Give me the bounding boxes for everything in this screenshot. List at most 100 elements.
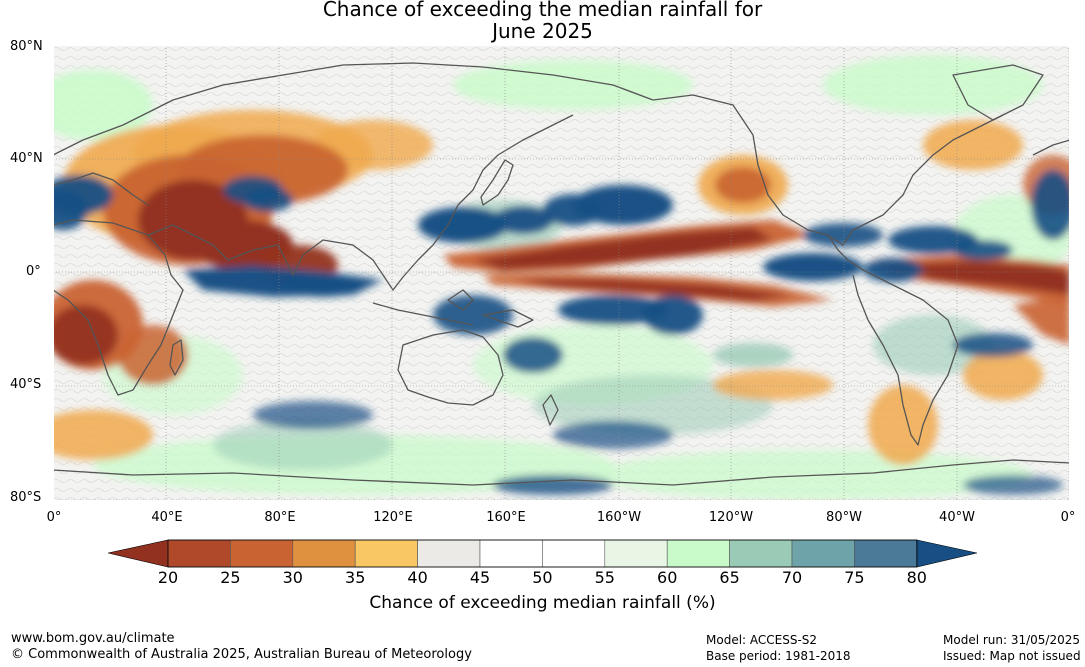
- probability-region: [513, 279, 793, 301]
- footer-issued: Issued: Map not issued: [943, 649, 1081, 663]
- probability-region: [543, 194, 603, 226]
- map-title-line1: Chance of exceeding the median rainfall …: [322, 0, 763, 21]
- lon-label-160w: 160°W: [596, 510, 642, 525]
- colorbar-tick-label: 75: [844, 568, 865, 587]
- island-new-zealand: [542, 394, 559, 426]
- colorbar-segment: [729, 539, 793, 568]
- colorbar-segment: [292, 539, 356, 568]
- probability-region: [893, 261, 1070, 295]
- colorbar-tick-label: 25: [220, 568, 241, 587]
- coast-europe-west: [1032, 139, 1070, 156]
- footer-copyright: © Commonwealth of Australia 2025, Austra…: [11, 647, 472, 662]
- probability-fields: [53, 55, 1070, 500]
- probability-region: [553, 421, 673, 449]
- colorbar-tick-label: 40: [407, 568, 428, 587]
- continent-australia: [397, 329, 504, 406]
- islands-indonesia: [372, 302, 474, 326]
- probability-region: [953, 240, 1013, 260]
- probability-region: [253, 401, 373, 429]
- probability-region: [243, 188, 293, 212]
- probability-region: [713, 370, 833, 400]
- probability-region: [558, 295, 668, 325]
- coast-mediterranean: [53, 172, 149, 206]
- probability-region: [213, 420, 393, 470]
- footer-base-period: Base period: 1981-2018: [706, 649, 851, 663]
- probability-region: [953, 333, 1033, 357]
- lat-label-40n: 40°N: [10, 151, 43, 166]
- colorbar-tick-label: 30: [282, 568, 303, 587]
- probability-region: [963, 350, 1043, 400]
- probability-region: [1013, 295, 1070, 345]
- probability-region: [53, 305, 118, 365]
- probability-region: [823, 55, 1043, 115]
- continent-south-america: [827, 234, 959, 446]
- island-madagascar: [169, 339, 184, 376]
- probability-region: [283, 273, 363, 297]
- colorbar-segment: [542, 539, 606, 568]
- colorbar-tick-label: 60: [657, 568, 678, 587]
- colorbar-segment: [167, 539, 231, 568]
- colorbar-segment: [230, 539, 294, 568]
- probability-region: [923, 120, 1023, 170]
- colorbar: [108, 539, 978, 568]
- probability-region: [503, 337, 563, 373]
- colorbar-tick-label: 20: [157, 568, 179, 587]
- probability-region: [118, 325, 188, 385]
- colorbar-over-arrow: [916, 539, 978, 568]
- lon-label-120e: 120°E: [373, 510, 413, 525]
- probability-region: [803, 223, 883, 247]
- footer-model-run: Model run: 31/05/2025: [943, 633, 1081, 647]
- colorbar-tick-label: 50: [532, 568, 553, 587]
- colorbar-segment: [479, 539, 543, 568]
- continent-north-america: [652, 94, 1004, 246]
- probability-region: [863, 258, 923, 282]
- probability-region: [715, 167, 771, 203]
- probability-region: [1031, 170, 1070, 240]
- probability-region: [533, 375, 773, 435]
- land-outlines: [53, 62, 1070, 486]
- probability-region: [313, 120, 433, 170]
- probability-region: [473, 227, 773, 270]
- probability-region: [493, 206, 553, 234]
- lat-label-80n: 80°N: [10, 39, 43, 54]
- colorbar-under-arrow: [108, 539, 169, 568]
- lon-label-40e: 40°E: [151, 510, 183, 525]
- colorbar-tick-label: 55: [594, 568, 615, 587]
- probability-region: [763, 253, 863, 281]
- colorbar-tick-label: 70: [781, 568, 803, 587]
- rainfall-map: [53, 45, 1070, 501]
- probability-region: [433, 295, 513, 335]
- lon-label-0-east: 0°: [1060, 510, 1076, 525]
- colorbar-tick-label: 45: [469, 568, 491, 587]
- lon-label-160e: 160°E: [486, 510, 526, 525]
- probability-region: [53, 410, 153, 460]
- lat-label-80s: 80°S: [10, 490, 42, 505]
- footer-model: Model: ACCESS-S2: [706, 633, 818, 647]
- probability-region: [493, 475, 613, 495]
- footer-url: www.bom.gov.au/climate: [11, 631, 175, 646]
- colorbar-segment: [791, 539, 855, 568]
- island-borneo: [447, 289, 474, 311]
- map-title: Chance of exceeding the median rainfall …: [0, 0, 1085, 42]
- lon-label-80e: 80°E: [264, 510, 296, 525]
- colorbar-tick-label: 65: [719, 568, 740, 587]
- lon-label-120w: 120°W: [708, 510, 754, 525]
- probability-region: [963, 475, 1063, 495]
- probability-region: [643, 295, 703, 335]
- probability-region: [868, 385, 938, 465]
- probability-region: [418, 207, 508, 243]
- colorbar-label: Chance of exceeding median rainfall (%): [369, 593, 716, 613]
- island-japan: [480, 159, 514, 206]
- probability-region: [873, 315, 993, 375]
- island-greenland: [952, 64, 1044, 121]
- colorbar-segment: [854, 539, 918, 568]
- colorbar-tick-label: 80: [906, 568, 927, 587]
- continent-eurasia-north: [53, 62, 654, 156]
- lon-label-80w: 80°W: [826, 510, 862, 525]
- colorbar-segments: [167, 539, 918, 568]
- lat-label-40s: 40°S: [10, 377, 42, 392]
- colorbar-segment: [666, 539, 730, 568]
- island-new-guinea: [482, 309, 534, 328]
- map-title-line2: June 2025: [492, 19, 593, 43]
- colorbar-segment: [417, 539, 481, 568]
